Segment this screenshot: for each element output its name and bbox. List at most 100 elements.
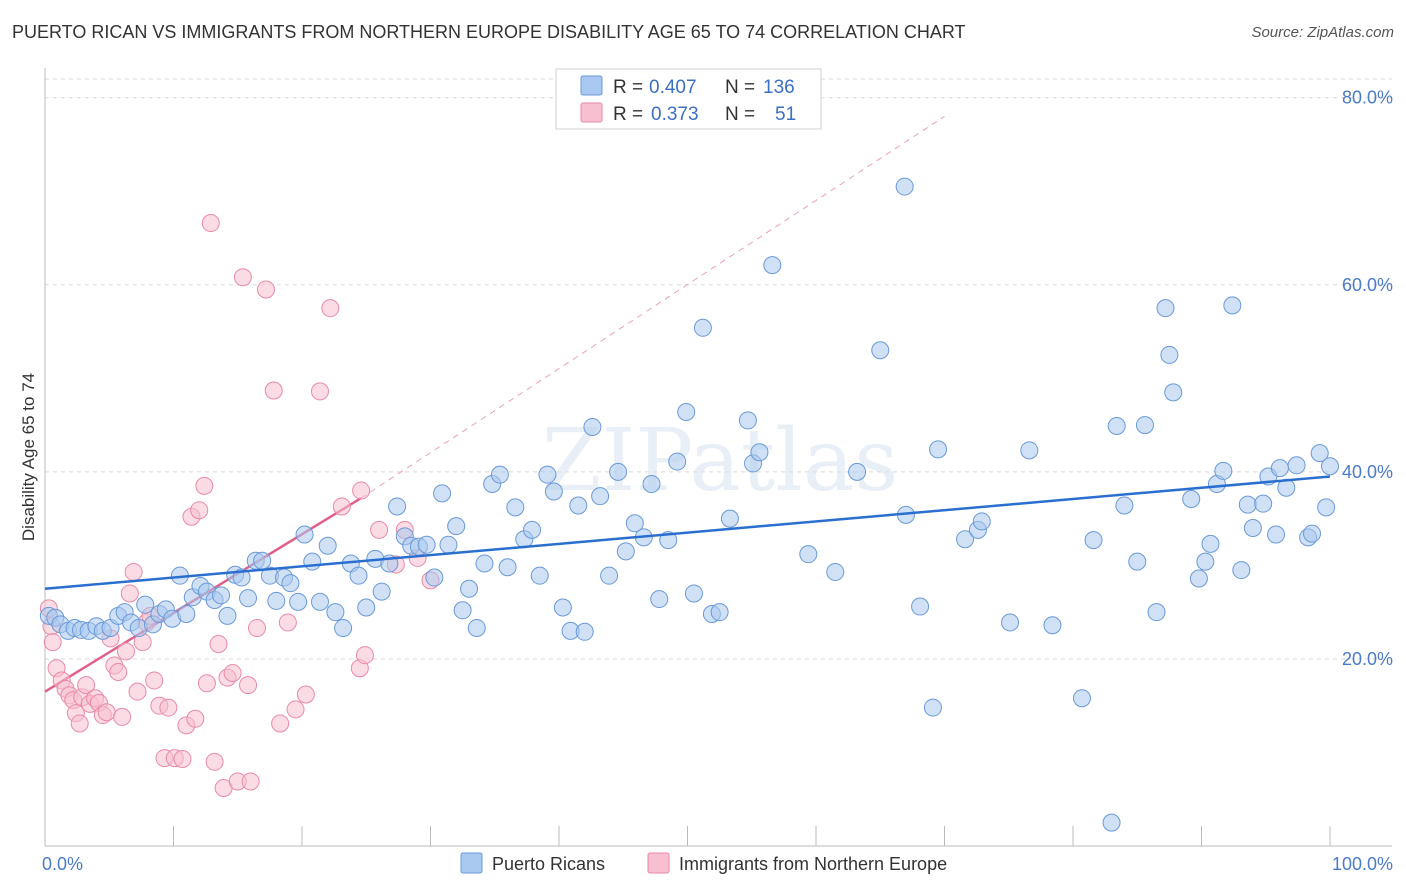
blue-point bbox=[1287, 456, 1306, 475]
blue-point bbox=[1164, 383, 1183, 402]
blue-point bbox=[232, 568, 251, 587]
blue-point bbox=[326, 603, 345, 622]
blue-point bbox=[447, 517, 466, 536]
blue-point bbox=[677, 402, 696, 421]
pink-point bbox=[124, 562, 143, 581]
blue-point bbox=[310, 592, 329, 611]
blue-point bbox=[1232, 561, 1251, 580]
pink-point bbox=[223, 663, 242, 682]
blue-point bbox=[388, 497, 407, 516]
blue-point bbox=[544, 482, 563, 501]
blue-point bbox=[668, 452, 687, 471]
blue-point bbox=[600, 566, 619, 585]
blue-point bbox=[1321, 457, 1339, 476]
blue-point bbox=[1001, 613, 1020, 632]
chart-title: PUERTO RICAN VS IMMIGRANTS FROM NORTHERN… bbox=[12, 22, 966, 42]
blue-point bbox=[1270, 459, 1289, 478]
blue-point bbox=[1201, 534, 1220, 553]
pink-point bbox=[109, 663, 128, 682]
series-legend: Puerto Ricans Immigrants from Northern E… bbox=[460, 852, 947, 874]
pink-point bbox=[195, 476, 214, 495]
blue-point bbox=[433, 484, 452, 503]
blue-point bbox=[1267, 525, 1286, 544]
blue-point bbox=[334, 619, 353, 638]
blue-point bbox=[289, 592, 308, 611]
pink-point bbox=[120, 584, 139, 603]
blue-point bbox=[750, 443, 769, 462]
blue-point bbox=[1182, 489, 1201, 508]
legend-r-label-pink: R = bbox=[613, 104, 643, 125]
pink-point bbox=[248, 619, 267, 638]
blue-point bbox=[239, 589, 258, 608]
blue-point bbox=[871, 341, 890, 360]
blue-point bbox=[530, 566, 549, 585]
axes bbox=[44, 68, 1392, 847]
pink-point bbox=[116, 642, 135, 661]
blue-point bbox=[1317, 498, 1336, 517]
y-tick-label-60: 60.0% bbox=[1342, 275, 1393, 295]
blue-point bbox=[1107, 417, 1126, 436]
blue-point bbox=[177, 605, 196, 624]
y-tick-label-20: 20.0% bbox=[1342, 649, 1393, 669]
blue-point bbox=[720, 509, 739, 528]
series-legend-swatch-blue bbox=[460, 852, 483, 874]
pink-point bbox=[233, 268, 252, 287]
blue-point bbox=[490, 465, 509, 484]
blue-point bbox=[295, 525, 314, 544]
correlation-legend: R = 0.407 N = 136 R = 0.373 N = 51 bbox=[555, 68, 822, 130]
pink-point bbox=[278, 613, 297, 632]
blue-point bbox=[1196, 552, 1215, 571]
pink-point bbox=[70, 714, 89, 733]
blue-point bbox=[1243, 518, 1262, 537]
blue-point bbox=[553, 598, 572, 617]
blue-point bbox=[281, 574, 300, 593]
pink-point bbox=[321, 299, 340, 318]
blue-point bbox=[523, 520, 542, 539]
y-tick-label-40: 40.0% bbox=[1342, 462, 1393, 482]
blue-point bbox=[583, 417, 602, 436]
blue-point bbox=[911, 597, 930, 616]
pink-point bbox=[190, 501, 209, 520]
blue-point bbox=[763, 256, 782, 275]
blue-point bbox=[1223, 296, 1242, 315]
blue-point bbox=[1084, 531, 1103, 550]
pink-point bbox=[286, 700, 305, 719]
source-label: Source: ZipAtlas.com bbox=[1251, 24, 1394, 41]
blue-point bbox=[616, 542, 635, 561]
blue-point bbox=[417, 535, 436, 554]
legend-r-label-blue: R = bbox=[613, 77, 643, 98]
pink-point bbox=[209, 634, 228, 653]
blue-point bbox=[439, 535, 458, 554]
pink-point bbox=[197, 674, 216, 693]
blue-point bbox=[425, 568, 444, 587]
blue-point bbox=[136, 595, 155, 614]
pink-point bbox=[113, 707, 132, 726]
pink-point bbox=[370, 520, 389, 539]
pink-point bbox=[97, 703, 116, 722]
pink-point bbox=[310, 382, 329, 401]
pink-point bbox=[201, 214, 220, 233]
pink-point bbox=[43, 633, 62, 652]
series-legend-label-blue: Puerto Ricans bbox=[492, 854, 605, 874]
blue-points bbox=[39, 177, 1339, 832]
series-legend-label-pink: Immigrants from Northern Europe bbox=[679, 854, 947, 874]
x-tick-label-0: 0.0% bbox=[42, 854, 83, 874]
pink-point bbox=[173, 750, 192, 769]
blue-point bbox=[1189, 569, 1208, 588]
pink-point bbox=[159, 698, 178, 717]
blue-point bbox=[506, 498, 525, 517]
blue-point bbox=[1214, 461, 1233, 480]
blue-point bbox=[1043, 616, 1062, 635]
blue-point bbox=[498, 558, 517, 577]
blue-point bbox=[972, 512, 991, 531]
pink-point bbox=[355, 646, 374, 665]
blue-point bbox=[710, 603, 729, 622]
blue-point bbox=[650, 590, 669, 609]
blue-point bbox=[1310, 444, 1329, 463]
blue-point bbox=[923, 698, 942, 717]
blue-point bbox=[475, 554, 494, 573]
blue-point bbox=[684, 584, 703, 603]
blue-trend-group bbox=[44, 475, 1331, 591]
blue-point bbox=[1020, 441, 1039, 460]
